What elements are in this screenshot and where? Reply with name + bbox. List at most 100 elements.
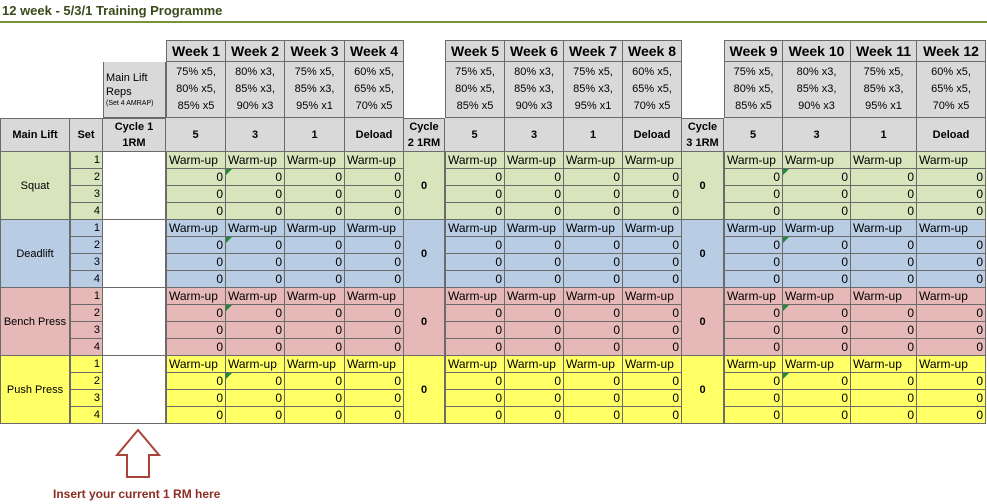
reps-scheme: 75% x5, 80% x5, 85% x5 <box>445 62 505 118</box>
weight-cell: 0 <box>724 271 783 288</box>
warmup-cell: Warm-up <box>345 152 404 169</box>
warmup-cell: Warm-up <box>226 220 285 237</box>
cycle-1rm-input <box>103 288 166 356</box>
weight-cell: 0 <box>445 203 505 220</box>
weight-cell: 0 <box>166 203 226 220</box>
cycle-header: Cycle 3 1RM <box>682 118 724 152</box>
weight-cell: 0 <box>505 203 564 220</box>
warmup-cell: Warm-up <box>226 356 285 373</box>
weight-cell: 0 <box>505 169 564 186</box>
weight-cell: 0 <box>166 237 226 254</box>
comment-marker <box>783 373 789 379</box>
weight-cell: 0 <box>345 169 404 186</box>
week-set-header: 1 <box>851 118 917 152</box>
set-number: 3 <box>70 390 103 407</box>
warmup-cell: Warm-up <box>564 356 623 373</box>
warmup-cell: Warm-up <box>623 152 682 169</box>
warmup-cell: Warm-up <box>505 288 564 305</box>
weight-cell: 0 <box>226 339 285 356</box>
warmup-cell: Warm-up <box>166 288 226 305</box>
weight-cell: 0 <box>505 390 564 407</box>
warmup-cell: Warm-up <box>445 288 505 305</box>
reps-scheme: 75% x5, 80% x5, 85% x5 <box>166 62 226 118</box>
annotation: Insert your current 1 RM here <box>53 487 221 501</box>
set-number: 1 <box>70 356 103 373</box>
weight-cell: 0 <box>623 203 682 220</box>
weight-cell: 0 <box>623 186 682 203</box>
warmup-cell: Warm-up <box>564 220 623 237</box>
weight-cell: 0 <box>285 339 345 356</box>
warmup-cell: Warm-up <box>917 152 986 169</box>
comment-marker <box>783 237 789 243</box>
weight-cell: 0 <box>285 305 345 322</box>
set-number: 1 <box>70 220 103 237</box>
weight-cell: 0 <box>505 305 564 322</box>
reps-scheme: 75% x5, 85% x3, 95% x1 <box>285 62 345 118</box>
weight-cell: 0 <box>917 237 986 254</box>
comment-marker <box>226 373 232 379</box>
weight-cell: 0 <box>783 186 851 203</box>
lift-name: Deadlift <box>0 220 70 288</box>
reps-scheme: 75% x5, 80% x5, 85% x5 <box>724 62 783 118</box>
week-set-header: 5 <box>724 118 783 152</box>
cycle-1rm-input <box>103 220 166 288</box>
weight-cell: 0 <box>564 407 623 424</box>
week-header: Week 7 <box>564 40 623 62</box>
set-number: 1 <box>70 152 103 169</box>
weight-cell: 0 <box>166 254 226 271</box>
weight-cell: 0 <box>783 254 851 271</box>
weight-cell: 0 <box>623 254 682 271</box>
weight-cell: 0 <box>564 186 623 203</box>
weight-cell: 0 <box>623 322 682 339</box>
weight-cell: 0 <box>564 390 623 407</box>
cycle-1rm: 0 <box>404 152 445 220</box>
weight-cell: 0 <box>226 237 285 254</box>
set-number: 4 <box>70 407 103 424</box>
weight-cell: 0 <box>166 339 226 356</box>
warmup-cell: Warm-up <box>345 288 404 305</box>
weight-cell: 0 <box>851 203 917 220</box>
week-header: Week 10 <box>783 40 851 62</box>
set-number: 2 <box>70 373 103 390</box>
warmup-cell: Warm-up <box>917 220 986 237</box>
weight-cell: 0 <box>851 339 917 356</box>
weight-cell: 0 <box>226 390 285 407</box>
weight-cell: 0 <box>445 254 505 271</box>
week-set-header: 3 <box>505 118 564 152</box>
warmup-cell: Warm-up <box>166 152 226 169</box>
set-number: 3 <box>70 186 103 203</box>
weight-cell: 0 <box>226 373 285 390</box>
weight-cell: 0 <box>724 237 783 254</box>
weight-cell: 0 <box>445 237 505 254</box>
weight-cell: 0 <box>345 305 404 322</box>
warmup-cell: Warm-up <box>724 288 783 305</box>
weight-cell: 0 <box>851 186 917 203</box>
weight-cell: 0 <box>226 169 285 186</box>
reps-label-note: (Set 4 AMRAP) <box>106 100 154 107</box>
weight-cell: 0 <box>851 373 917 390</box>
week-header: Week 9 <box>724 40 783 62</box>
weight-cell: 0 <box>724 339 783 356</box>
set-number: 1 <box>70 288 103 305</box>
weight-cell: 0 <box>564 203 623 220</box>
cycle-1rm: 0 <box>682 220 724 288</box>
warmup-cell: Warm-up <box>851 220 917 237</box>
arrow-shape <box>114 428 162 478</box>
weight-cell: 0 <box>226 305 285 322</box>
weight-cell: 0 <box>724 390 783 407</box>
warmup-cell: Warm-up <box>445 152 505 169</box>
weight-cell: 0 <box>783 203 851 220</box>
comment-marker <box>226 237 232 243</box>
weight-cell: 0 <box>623 339 682 356</box>
weight-cell: 0 <box>226 203 285 220</box>
weight-cell: 0 <box>917 271 986 288</box>
weight-cell: 0 <box>564 305 623 322</box>
weight-cell: 0 <box>783 271 851 288</box>
weight-cell: 0 <box>623 305 682 322</box>
week-set-header: Deload <box>917 118 986 152</box>
weight-cell: 0 <box>851 390 917 407</box>
weight-cell: 0 <box>505 339 564 356</box>
weight-cell: 0 <box>345 254 404 271</box>
warmup-cell: Warm-up <box>851 356 917 373</box>
warmup-cell: Warm-up <box>564 152 623 169</box>
